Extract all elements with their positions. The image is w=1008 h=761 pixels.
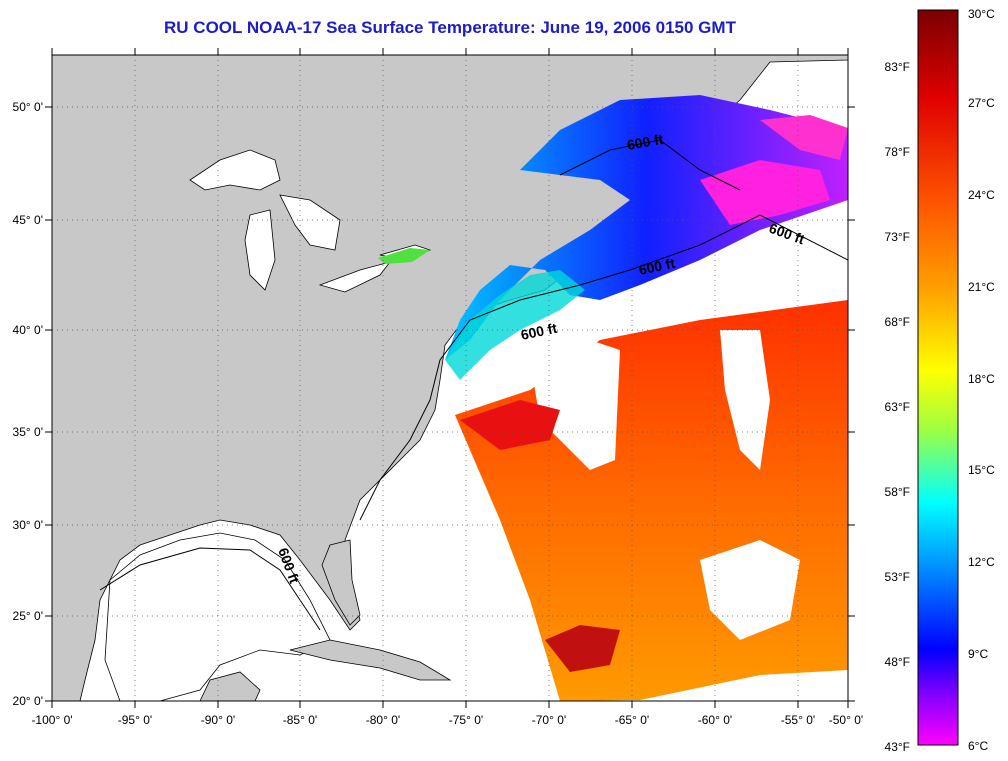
colorbar-fahrenheit-labels: 83°F 78°F 73°F 68°F 63°F 58°F 53°F 48°F … [885, 60, 910, 754]
lat-label: 35° 0' [13, 425, 43, 439]
lon-label: -80° 0' [366, 713, 400, 727]
celsius-label: 27°C [968, 96, 995, 110]
sst-swath-north [445, 95, 848, 360]
depth-contour [359, 214, 848, 521]
colorbar [917, 9, 959, 746]
sst-shelf [445, 270, 585, 380]
cloud-gap [530, 340, 620, 470]
celsius-label: 18°C [968, 372, 995, 386]
fahrenheit-label: 58°F [885, 485, 910, 499]
celsius-label: 15°C [968, 463, 995, 477]
lat-label: 25° 0' [13, 609, 43, 623]
cloud-gap [720, 330, 770, 470]
sst-cold-patch [700, 160, 830, 225]
lat-label: 30° 0' [13, 518, 43, 532]
lon-label: -90° 0' [201, 713, 235, 727]
lake-michigan-huron [244, 194, 341, 291]
celsius-label: 21°C [968, 280, 995, 294]
sst-lake [378, 248, 430, 264]
sst-cold-patch [760, 115, 848, 160]
map-frame [51, 54, 849, 702]
celsius-label: 6°C [968, 739, 988, 753]
yucatan [199, 671, 261, 701]
contour-label: 600 ft [637, 255, 676, 278]
contour-label: 600 ft [626, 131, 665, 153]
lon-label: -75° 0' [449, 713, 483, 727]
fahrenheit-label: 78°F [885, 145, 910, 159]
sst-warm-patch [545, 625, 620, 672]
colorbar-celsius-labels: 30°C 27°C 24°C 21°C 18°C 15°C 12°C 9°C 6… [968, 7, 995, 753]
lon-label: -100° 0' [31, 713, 72, 727]
latitude-labels: 50° 0' 45° 0' 40° 0' 35° 0' 30° 0' 25° 0… [13, 100, 43, 708]
fahrenheit-label: 53°F [885, 570, 910, 584]
fahrenheit-label: 48°F [885, 655, 910, 669]
fahrenheit-label: 68°F [885, 315, 910, 329]
fahrenheit-label: 63°F [885, 400, 910, 414]
celsius-label: 24°C [968, 188, 995, 202]
lon-label: -60° 0' [698, 713, 732, 727]
fahrenheit-label: 83°F [885, 60, 910, 74]
celsius-label: 30°C [968, 7, 995, 21]
celsius-label: 12°C [968, 555, 995, 569]
celsius-label: 9°C [968, 647, 988, 661]
lon-label: -95° 0' [118, 713, 152, 727]
map-title: RU COOL NOAA-17 Sea Surface Temperature:… [164, 18, 736, 37]
cuba [289, 639, 452, 681]
lon-label: -55° 0' [781, 713, 815, 727]
axis-ticks [45, 48, 855, 708]
fahrenheit-label: 73°F [885, 230, 910, 244]
sst-warm-patch [460, 400, 560, 450]
longitude-labels: -100° 0' -95° 0' -90° 0' -85° 0' -80° 0'… [31, 713, 863, 727]
lon-label: -85° 0' [283, 713, 317, 727]
lon-label: -70° 0' [532, 713, 566, 727]
lat-label: 40° 0' [13, 323, 43, 337]
cloud-gap [700, 540, 800, 640]
lon-label: -65° 0' [615, 713, 649, 727]
florida [321, 539, 361, 626]
contour-label: 600 ft [519, 320, 558, 343]
lon-label: -50° 0' [829, 713, 863, 727]
fahrenheit-label: 43°F [885, 740, 910, 754]
lake-superior [189, 149, 281, 191]
lat-label: 20° 0' [13, 694, 43, 708]
depth-contour [559, 139, 741, 191]
lat-label: 45° 0' [13, 213, 43, 227]
lat-label: 50° 0' [13, 100, 43, 114]
